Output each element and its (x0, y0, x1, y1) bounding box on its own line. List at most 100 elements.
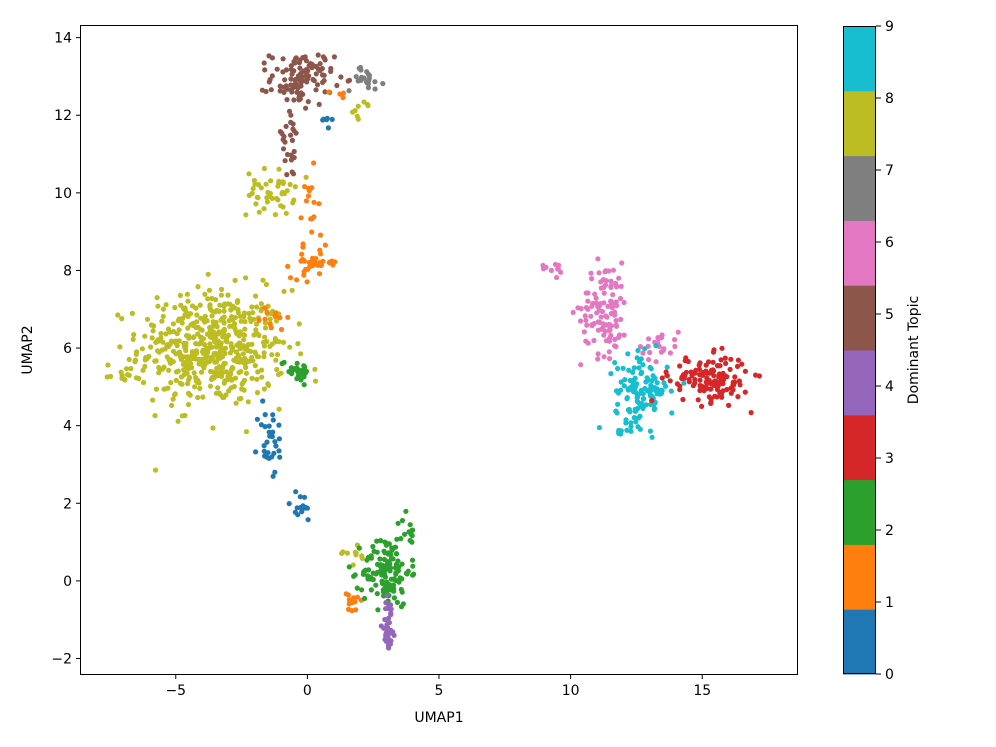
scatter-point (272, 212, 278, 218)
scatter-point (249, 375, 255, 381)
scatter-point (281, 288, 287, 294)
scatter-point (381, 556, 387, 563)
scatter-point (228, 341, 234, 347)
scatter-point (261, 443, 267, 449)
scatter-point (349, 608, 355, 614)
scatter-point (697, 387, 703, 394)
scatter-point (179, 381, 185, 387)
scatter-point (277, 129, 283, 135)
scatter-point (255, 369, 261, 375)
scatter-point (388, 576, 394, 582)
scatter-point (739, 361, 745, 367)
scatter-point (386, 541, 392, 547)
scatter-point (227, 350, 233, 356)
scatter-point (240, 343, 246, 349)
scatter-point (395, 520, 401, 526)
scatter-point (601, 290, 607, 296)
scatter-point (695, 397, 701, 403)
scatter-point (211, 336, 217, 342)
scatter-point (209, 374, 215, 381)
scatter-point (584, 322, 590, 328)
scatter-point (270, 473, 276, 479)
scatter-point (272, 469, 278, 475)
scatter-point (197, 385, 203, 391)
y-tick-label: 2 (63, 496, 72, 512)
scatter-point (730, 387, 736, 393)
scatter-point (262, 67, 268, 73)
scatter-point (351, 595, 357, 601)
scatter-point (261, 165, 267, 172)
scatter-point (262, 424, 268, 430)
scatter-point (262, 412, 268, 418)
scatter-point (742, 389, 748, 395)
scatter-point (405, 568, 411, 574)
scatter-point (285, 314, 291, 320)
scatter-point (585, 298, 591, 304)
scatter-point (288, 76, 294, 82)
scatter-point (136, 375, 142, 382)
scatter-point (391, 588, 397, 594)
scatter-point (593, 300, 600, 306)
scatter-point (261, 206, 267, 212)
scatter-point (133, 351, 139, 357)
scatter-point (159, 318, 165, 324)
scatter-point (381, 570, 387, 576)
scatter-point (256, 209, 262, 215)
scatter-point (701, 388, 707, 394)
scatter-point (697, 383, 703, 389)
scatter-point (709, 368, 715, 374)
scatter-point (275, 197, 281, 203)
scatter-point (647, 428, 654, 434)
colorbar-tick-label: 0 (885, 667, 894, 683)
scatter-point (243, 360, 249, 366)
scatter-point (625, 407, 632, 413)
scatter-point (315, 52, 321, 58)
scatter-point (164, 342, 170, 348)
scatter-point (641, 396, 647, 402)
scatter-point (128, 366, 134, 372)
scatter-point (316, 271, 323, 277)
scatter-point (264, 339, 270, 345)
scatter-point (275, 183, 281, 189)
scatter-point (382, 539, 388, 545)
scatter-point (144, 316, 151, 322)
scatter-point (334, 82, 340, 89)
scatter-point (593, 295, 599, 301)
scatter-point (202, 342, 208, 348)
scatter-point (292, 184, 298, 190)
scatter-point (302, 184, 308, 190)
scatter-point (272, 339, 278, 345)
scatter-point (220, 328, 226, 334)
scatter-point (664, 372, 670, 378)
scatter-point (290, 126, 296, 132)
scatter-point (269, 55, 275, 61)
scatter-point (304, 279, 310, 285)
scatter-point (350, 109, 356, 115)
scatter-point (303, 72, 309, 78)
scatter-point (293, 56, 299, 62)
colorbar-label: Dominant Topic (906, 296, 922, 404)
scatter-point (614, 284, 620, 290)
colorbar-segment (843, 479, 876, 545)
scatter-point (692, 380, 698, 386)
scatter-point (185, 325, 191, 331)
scatter-point (162, 386, 168, 392)
scatter-point (374, 549, 380, 555)
scatter-point (594, 310, 600, 316)
scatter-point (628, 428, 634, 434)
scatter-point (266, 79, 272, 85)
scatter-point (588, 270, 594, 276)
colorbar-tick-label: 2 (885, 523, 894, 539)
scatter-point (326, 89, 332, 95)
scatter-point (726, 402, 732, 408)
scatter-point (259, 87, 265, 93)
scatter-point (613, 299, 619, 305)
scatter-point (152, 413, 158, 419)
scatter-point (304, 79, 310, 85)
y-tick-label: −2 (51, 651, 72, 667)
scatter-point (368, 576, 374, 582)
scatter-point (301, 68, 307, 74)
scatter-point (238, 395, 244, 402)
scatter-point (115, 312, 121, 318)
scatter-point (264, 199, 270, 205)
